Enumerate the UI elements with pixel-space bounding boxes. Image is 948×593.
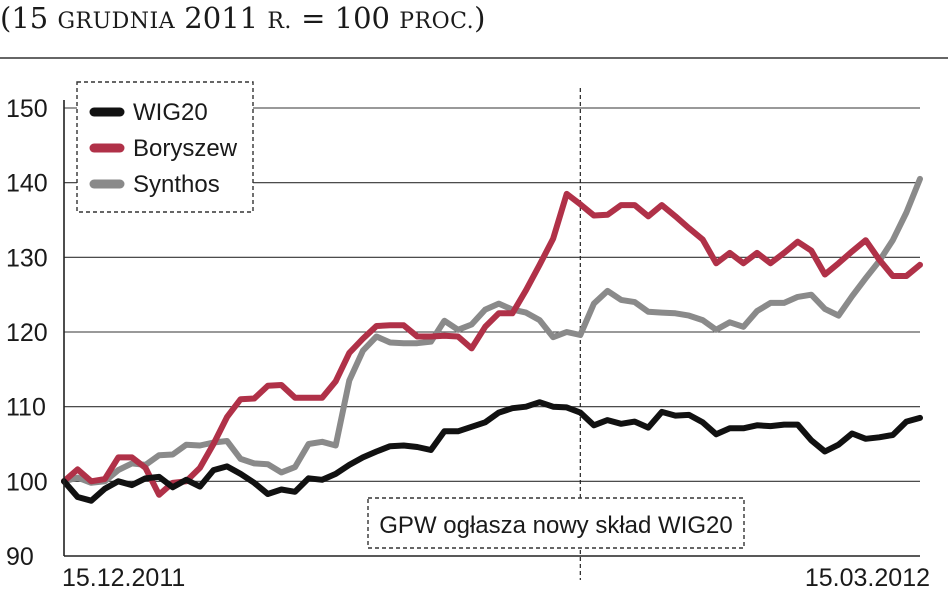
y-tick-label: 120: [6, 319, 48, 347]
y-tick-label: 130: [6, 244, 48, 272]
legend: WIG20 Boryszew Synthos: [76, 81, 254, 213]
legend-label-synthos: Synthos: [133, 171, 220, 198]
y-tick-label: 140: [6, 170, 48, 198]
x-tick-start: 15.12.2011: [62, 564, 185, 592]
series-lines: [61, 175, 923, 504]
annotation-box: [367, 497, 745, 549]
title-part: (15: [0, 1, 57, 35]
chart-title: (15 GRUDNIA 2011 R. = 100 PROC.): [0, 1, 486, 35]
title-part: GRUDNIA: [57, 9, 175, 34]
annotation: GPW ogłasza nowy skład WIG20: [367, 497, 745, 549]
series-line-synthos: [61, 175, 923, 486]
y-tick-label: 110: [6, 394, 46, 422]
title-part: = 100: [292, 1, 399, 35]
y-tick-label: 100: [6, 468, 48, 496]
title-part: ): [474, 1, 485, 35]
x-tick-end: 15.03.2012: [805, 564, 930, 592]
y-axis-ticks: 90 100 110 120 130 140 150: [6, 95, 48, 571]
title-part: PROC.: [399, 9, 474, 34]
legend-label-boryszew: Boryszew: [133, 135, 238, 162]
title-part: 2011: [175, 1, 267, 35]
y-tick-label: 150: [6, 95, 48, 123]
legend-label-wig20: WIG20: [133, 99, 208, 126]
annotation-text: GPW ogłasza nowy skład WIG20: [379, 512, 732, 539]
series-line-boryszew: [61, 190, 923, 498]
series-line-wig20: [61, 399, 923, 504]
title-part: R.: [267, 9, 292, 34]
y-tick-label: 90: [6, 543, 34, 571]
